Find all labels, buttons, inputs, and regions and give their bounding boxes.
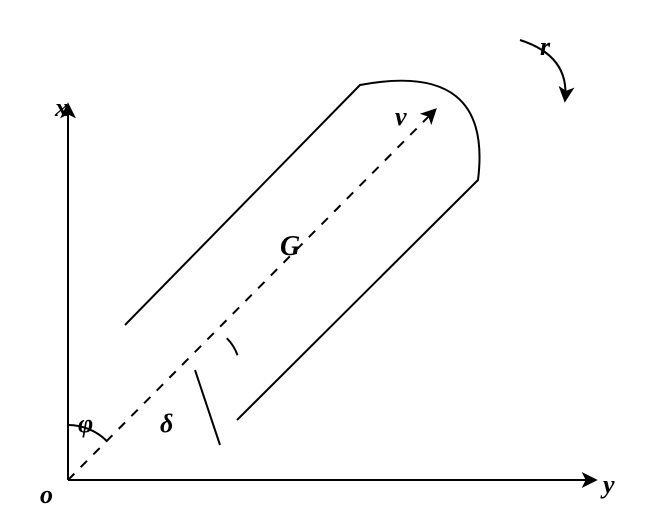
label-delta: δ	[160, 409, 173, 438]
velocity-centerline	[68, 110, 435, 480]
label-G: G	[280, 231, 300, 262]
rudder-line	[195, 370, 220, 445]
label-v: v	[395, 102, 407, 131]
label-phi: φ	[78, 409, 93, 438]
label-r: r	[540, 32, 551, 61]
label-origin: o	[40, 480, 53, 509]
delta-arc	[227, 338, 238, 355]
ship-hull	[125, 81, 480, 420]
label-y: y	[600, 470, 615, 499]
label-x: x	[54, 93, 68, 122]
